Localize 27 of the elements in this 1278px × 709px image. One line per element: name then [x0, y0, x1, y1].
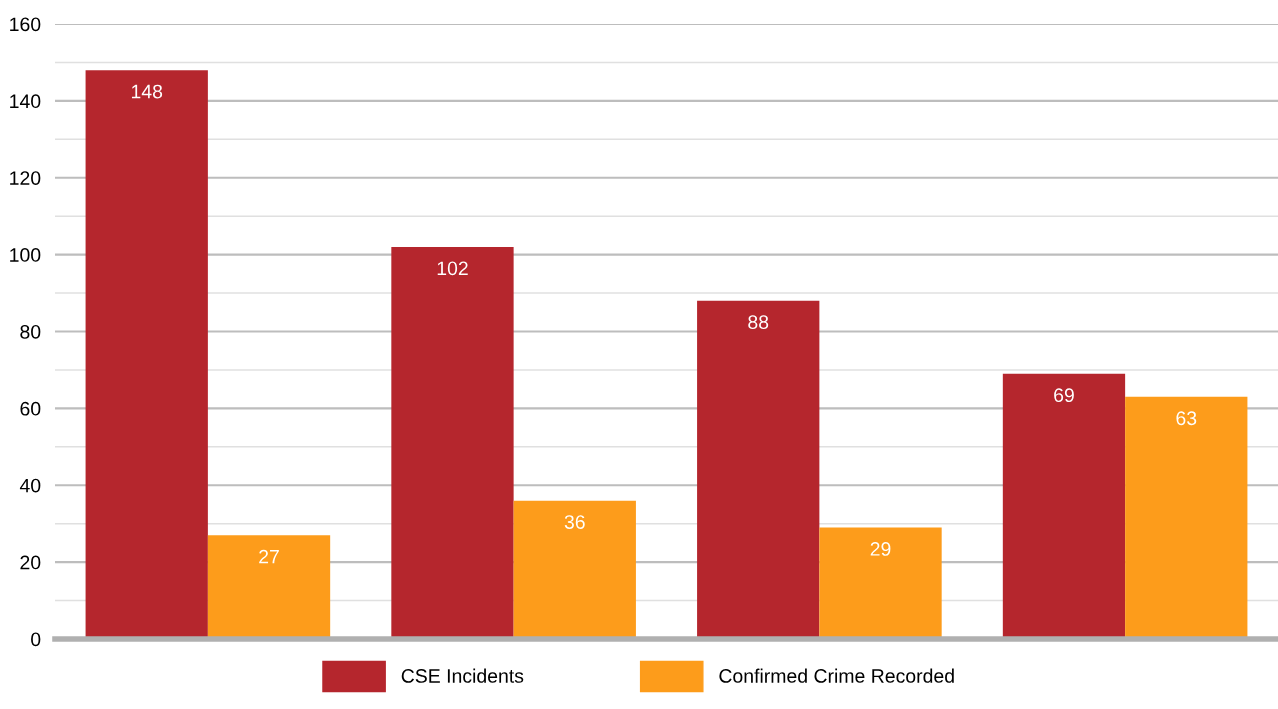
y-tick-label: 140: [10, 94, 41, 109]
y-tick-label: 40: [19, 478, 41, 493]
data-label: 63: [1176, 411, 1197, 426]
y-tick-label: 20: [20, 555, 41, 570]
data-label: 69: [1054, 388, 1074, 403]
data-label: 36: [564, 515, 585, 529]
bar: [513, 500, 636, 639]
data-label: 88: [748, 315, 769, 330]
data-label: 102: [437, 261, 468, 276]
y-tick-label: 160: [10, 17, 41, 32]
data-label: 27: [259, 549, 279, 564]
bar: [1125, 396, 1248, 639]
bar: [697, 300, 820, 639]
bar: [85, 70, 208, 639]
bar: [207, 535, 331, 639]
y-tick-label: 120: [10, 171, 41, 185]
bar: [819, 527, 942, 639]
bar: [1002, 373, 1126, 639]
bar: [391, 246, 514, 639]
legend-label: Confirmed Crime Recorded: [719, 668, 954, 683]
y-tick-label: 60: [20, 401, 41, 416]
data-label: 29: [870, 542, 891, 556]
y-tick-label: 100: [10, 248, 41, 262]
y-tick-label: 0: [31, 632, 41, 647]
legend-label: CSE Incidents: [401, 668, 524, 683]
data-label: 148: [131, 84, 163, 99]
y-tick-label: 80: [20, 324, 41, 339]
